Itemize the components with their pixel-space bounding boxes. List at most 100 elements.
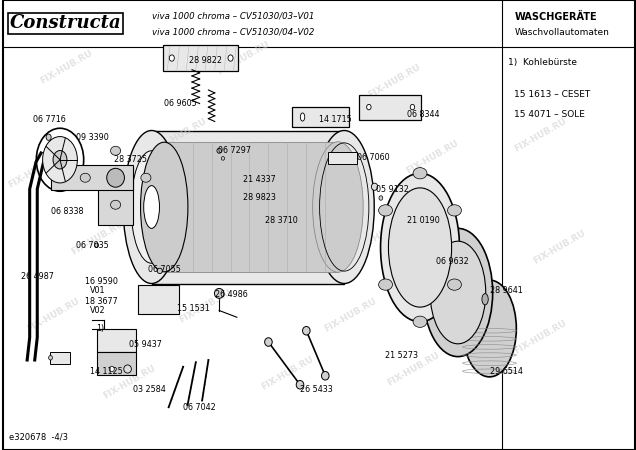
FancyBboxPatch shape [328, 152, 357, 164]
Text: 16 9590: 16 9590 [85, 277, 118, 286]
Text: 06 7716: 06 7716 [34, 115, 66, 124]
Text: 28 9822: 28 9822 [190, 56, 223, 65]
Text: 21 0190: 21 0190 [408, 216, 440, 225]
FancyBboxPatch shape [163, 45, 238, 71]
FancyBboxPatch shape [293, 107, 349, 127]
Text: 06 8338: 06 8338 [50, 207, 83, 216]
Text: WASCHGERÄTE: WASCHGERÄTE [515, 12, 597, 22]
Text: Constructa: Constructa [10, 14, 121, 32]
Text: FIX-HUB.RU: FIX-HUB.RU [152, 117, 208, 153]
Ellipse shape [366, 104, 371, 110]
Text: FIX-HUB.RU: FIX-HUB.RU [512, 117, 568, 153]
Text: viva 1000 chroma – CV51030/04–V02: viva 1000 chroma – CV51030/04–V02 [151, 28, 314, 37]
Bar [50, 166, 133, 190]
Text: 06 9605: 06 9605 [164, 99, 197, 108]
Text: 06 7035: 06 7035 [76, 241, 109, 250]
Text: 1)  Kohlebürste: 1) Kohlebürste [508, 58, 577, 68]
Text: FIX-HUB.RU: FIX-HUB.RU [430, 274, 486, 311]
Ellipse shape [123, 130, 180, 284]
Text: FIX-HUB.RU: FIX-HUB.RU [405, 139, 460, 176]
Text: FIX-HUB.RU: FIX-HUB.RU [512, 319, 568, 356]
Ellipse shape [296, 380, 304, 389]
Ellipse shape [48, 356, 52, 360]
Ellipse shape [111, 200, 121, 209]
Text: FIX-HUB.RU: FIX-HUB.RU [216, 40, 271, 77]
Ellipse shape [124, 365, 132, 373]
Ellipse shape [462, 280, 516, 377]
Ellipse shape [111, 146, 121, 155]
Ellipse shape [46, 134, 51, 140]
Ellipse shape [141, 142, 188, 272]
FancyBboxPatch shape [137, 285, 179, 314]
Ellipse shape [53, 150, 67, 169]
Ellipse shape [265, 338, 272, 346]
Ellipse shape [413, 316, 427, 328]
Ellipse shape [107, 168, 125, 187]
Text: 06 7055: 06 7055 [148, 266, 181, 274]
Ellipse shape [109, 366, 114, 372]
Text: FIX-HUB.RU: FIX-HUB.RU [386, 351, 441, 387]
Ellipse shape [378, 205, 392, 216]
Ellipse shape [371, 183, 378, 190]
Ellipse shape [36, 128, 84, 191]
Text: 28 3725: 28 3725 [114, 155, 147, 164]
Ellipse shape [157, 268, 162, 274]
FancyBboxPatch shape [97, 352, 136, 375]
Text: 14 1125: 14 1125 [90, 367, 123, 376]
Ellipse shape [378, 279, 392, 290]
Text: FIX-HUB.RU: FIX-HUB.RU [102, 364, 157, 401]
Ellipse shape [413, 168, 427, 179]
Text: 15 4071 – SOLE: 15 4071 – SOLE [513, 110, 584, 119]
Ellipse shape [228, 55, 233, 61]
Text: FIX-HUB.RU: FIX-HUB.RU [531, 229, 587, 266]
Text: 06 7060: 06 7060 [357, 153, 389, 162]
Text: 05 9437: 05 9437 [130, 340, 162, 349]
Ellipse shape [423, 229, 493, 356]
Ellipse shape [448, 279, 462, 290]
Text: 15 1613 – CESET: 15 1613 – CESET [513, 90, 590, 99]
Ellipse shape [141, 173, 151, 182]
Text: 05 9132: 05 9132 [376, 184, 409, 194]
Ellipse shape [313, 142, 363, 272]
Text: FIX-HUB.RU: FIX-HUB.RU [354, 216, 410, 252]
Ellipse shape [448, 205, 462, 216]
Text: 28 9641: 28 9641 [490, 286, 522, 295]
Text: FIX-HUB.RU: FIX-HUB.RU [39, 49, 94, 86]
Ellipse shape [217, 148, 221, 153]
Ellipse shape [380, 173, 459, 322]
Text: FIX-HUB.RU: FIX-HUB.RU [70, 220, 126, 257]
Text: 06 7042: 06 7042 [183, 403, 216, 412]
Ellipse shape [321, 372, 329, 380]
FancyBboxPatch shape [50, 352, 70, 364]
Ellipse shape [80, 173, 90, 182]
Text: 26 4986: 26 4986 [215, 290, 247, 299]
Text: 29 6514: 29 6514 [490, 367, 522, 376]
Ellipse shape [131, 151, 172, 263]
Text: FIX-HUB.RU: FIX-HUB.RU [177, 288, 233, 324]
Ellipse shape [95, 243, 99, 248]
Ellipse shape [410, 104, 415, 110]
FancyBboxPatch shape [97, 328, 136, 352]
Text: 06 7297: 06 7297 [218, 146, 251, 155]
Text: viva 1000 chroma – CV51030/03–V01: viva 1000 chroma – CV51030/03–V01 [151, 11, 314, 20]
Ellipse shape [214, 288, 224, 298]
Bar [98, 166, 133, 225]
Polygon shape [164, 142, 338, 272]
Text: FIX-HUB.RU: FIX-HUB.RU [367, 63, 422, 99]
Text: 15 1531: 15 1531 [177, 304, 210, 313]
Text: 1): 1) [96, 324, 104, 333]
Text: FIX-HUB.RU: FIX-HUB.RU [240, 207, 296, 243]
Text: V01: V01 [90, 286, 105, 295]
Text: FIX-HUB.RU: FIX-HUB.RU [304, 139, 359, 176]
Text: V02: V02 [90, 306, 106, 315]
Text: 26 4987: 26 4987 [21, 272, 53, 281]
Polygon shape [151, 130, 344, 284]
Text: 09 3390: 09 3390 [76, 133, 109, 142]
Text: 26 5433: 26 5433 [300, 385, 333, 394]
Ellipse shape [430, 241, 486, 344]
Text: 28 3710: 28 3710 [265, 216, 298, 225]
Text: FIX-HUB.RU: FIX-HUB.RU [26, 297, 81, 333]
Text: 06 8344: 06 8344 [408, 110, 440, 119]
Text: FIX-HUB.RU: FIX-HUB.RU [259, 355, 315, 392]
Ellipse shape [389, 188, 452, 307]
